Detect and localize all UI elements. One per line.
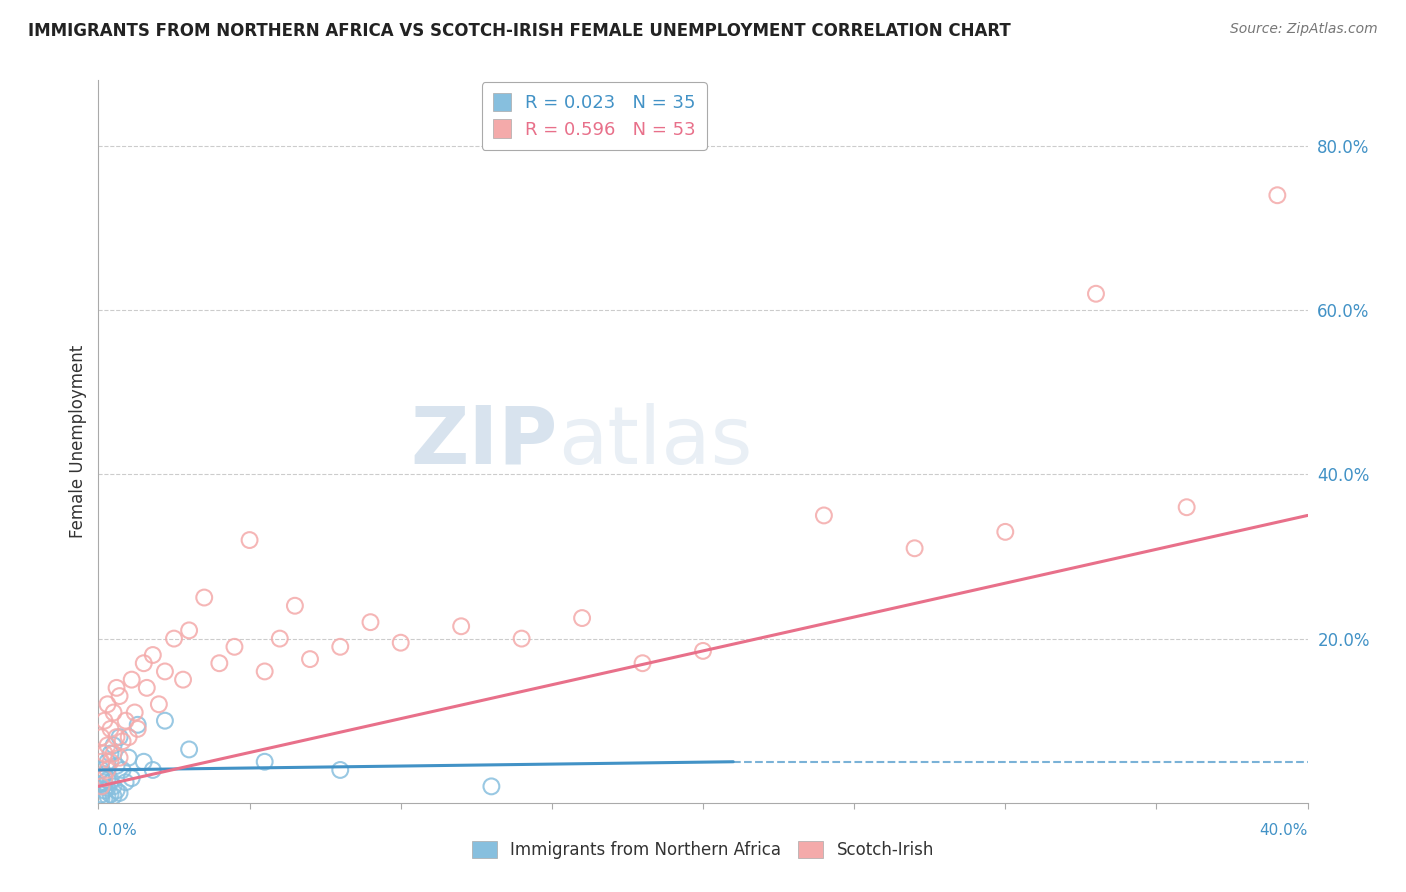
Point [389,636,412,650]
Point [114,775,136,789]
Point [96,789,118,804]
Point [124,706,146,720]
Point [105,759,128,773]
Point [127,718,149,732]
Point [105,783,128,797]
Point [90,730,112,744]
Text: 0.0%: 0.0% [98,823,138,838]
Point [90,771,112,785]
Point [118,730,141,744]
Point [193,591,215,605]
Point [450,619,472,633]
Point [224,640,246,654]
Legend: Immigrants from Northern Africa, Scotch-Irish: Immigrants from Northern Africa, Scotch-… [465,834,941,866]
Point [90,780,112,794]
Point [96,780,118,795]
Point [253,755,276,769]
Point [132,657,155,671]
Point [269,632,291,646]
Point [93,783,115,797]
Legend: R = 0.023   N = 35, R = 0.596   N = 53: R = 0.023 N = 35, R = 0.596 N = 53 [482,82,707,150]
Point [135,681,157,695]
Point [93,747,115,761]
Point [103,747,125,761]
Point [108,689,131,703]
Point [329,763,352,777]
Point [90,791,112,805]
Point [108,730,131,744]
Point [118,750,141,764]
Point [93,771,115,785]
Point [93,791,115,805]
Point [360,615,382,630]
Point [100,775,122,789]
Point [481,780,503,794]
Point [100,747,122,761]
Point [103,780,125,794]
Point [111,734,134,748]
Text: IMMIGRANTS FROM NORTHERN AFRICA VS SCOTCH-IRISH FEMALE UNEMPLOYMENT CORRELATION : IMMIGRANTS FROM NORTHERN AFRICA VS SCOTC… [28,22,1011,40]
Point [510,632,533,646]
Point [111,763,134,777]
Point [329,640,352,654]
Point [108,786,131,800]
Point [96,763,118,777]
Point [100,788,122,802]
Point [904,541,927,556]
Point [96,698,118,712]
Point [631,657,654,671]
Point [142,763,165,777]
Point [571,611,593,625]
Point [96,739,118,753]
Point [103,789,125,804]
Point [142,648,165,662]
Point [96,755,118,769]
Point [153,714,176,728]
Point [284,599,307,613]
Point [103,706,125,720]
Point [299,652,322,666]
Point [1085,286,1108,301]
Point [1267,188,1289,202]
Point [239,533,262,547]
Point [179,624,201,638]
Text: 40.0%: 40.0% [1260,823,1308,838]
Point [100,722,122,736]
Point [93,714,115,728]
Point [90,780,112,794]
Point [163,632,186,646]
Text: Source: ZipAtlas.com: Source: ZipAtlas.com [1230,22,1378,37]
Point [93,767,115,781]
Point [813,508,835,523]
Point [127,722,149,736]
Point [96,772,118,787]
Point [121,771,143,785]
Point [114,714,136,728]
Y-axis label: Female Unemployment: Female Unemployment [69,345,87,538]
Text: atlas: atlas [558,402,752,481]
Point [103,739,125,753]
Point [148,698,170,712]
Text: ZIP: ZIP [411,402,558,481]
Point [208,657,231,671]
Point [179,742,201,756]
Point [172,673,194,687]
Point [692,644,714,658]
Point [994,524,1017,539]
Point [153,665,176,679]
Point [1175,500,1198,515]
Point [105,681,128,695]
Point [90,763,112,777]
Point [253,665,276,679]
Point [105,730,128,744]
Point [93,775,115,789]
Point [100,755,122,769]
Point [132,755,155,769]
Point [90,755,112,769]
Point [90,788,112,802]
Point [121,673,143,687]
Point [108,750,131,764]
